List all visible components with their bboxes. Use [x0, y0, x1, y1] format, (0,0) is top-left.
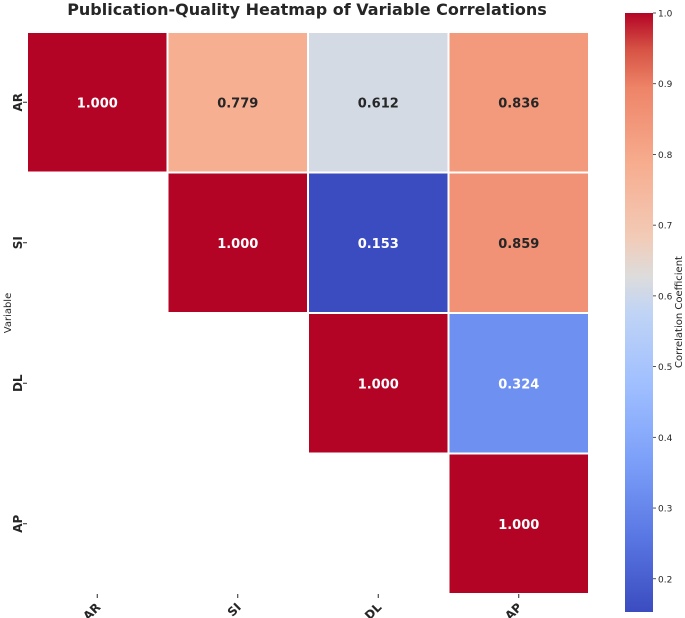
heatmap-cells: 1.000 0.779 0.612 0.836 1.000 0.153 0.859 1.000… [26, 31, 590, 595]
colorbar-tick-label: 0.5 [658, 363, 672, 373]
column-tick-label-ar: AR [80, 600, 103, 618]
heatmap-cell-si-si [166, 171, 309, 314]
heatmap-cell-ar-ap [447, 31, 590, 174]
colorbar-tick-label: 0.4 [658, 434, 673, 444]
cell-value-label: 0.612 [358, 96, 399, 111]
y-axis-label: Variable [3, 293, 14, 334]
heatmap-cell-ap-ap [447, 452, 590, 595]
column-tick-label-si: SI [225, 600, 244, 618]
colorbar-tick-label: 0.8 [658, 151, 673, 161]
column-tick-label-dl: DL [362, 600, 385, 618]
colorbar-tick-label: 0.2 [658, 575, 672, 585]
cell-value-label: 0.859 [498, 237, 539, 252]
cell-value-label: 1.000 [358, 377, 399, 392]
heatmap-cell-ar-si [166, 31, 309, 174]
cell-value-label: 1.000 [77, 96, 118, 111]
row-tick-label-si: SI [11, 236, 25, 249]
cell-value-label: 0.836 [498, 96, 539, 111]
cell-value-label: 0.153 [358, 237, 399, 252]
heatmap-cell-ar-dl [307, 31, 450, 174]
row-tick-labels: AR SI DL AP [11, 93, 27, 533]
heatmap-cell-dl-dl [307, 312, 450, 455]
cell-value-label: 0.324 [498, 377, 539, 392]
column-tick-label-ap: AP [502, 600, 525, 618]
colorbar-tick-label: 0.3 [658, 505, 672, 515]
colorbar-tick-label: 0.9 [658, 80, 673, 90]
row-tick-label-dl: DL [11, 374, 25, 392]
column-tick-labels: AR SI DL AP [80, 594, 525, 618]
colorbar-ticks: 0.2 0.3 0.4 0.5 0.6 0.7 0.8 0.9 1.0 [653, 10, 673, 585]
cell-value-label: 1.000 [498, 518, 539, 533]
heatmap-cell-ar-ar [26, 31, 169, 174]
colorbar-tick-label: 0.7 [658, 222, 672, 232]
heatmap-cell-si-dl [307, 171, 450, 314]
cell-value-label: 1.000 [217, 237, 258, 252]
cell-value-label: 0.779 [217, 96, 258, 111]
colorbar-tick-label: 0.6 [658, 292, 673, 302]
chart-title: Publication-Quality Heatmap of Variable … [67, 0, 547, 19]
colorbar [625, 13, 653, 612]
colorbar-tick-label: 1.0 [658, 10, 673, 20]
colorbar-label: Correlation Coefficient [674, 256, 685, 368]
row-tick-label-ar: AR [11, 93, 25, 112]
row-tick-label-ap: AP [11, 515, 25, 533]
